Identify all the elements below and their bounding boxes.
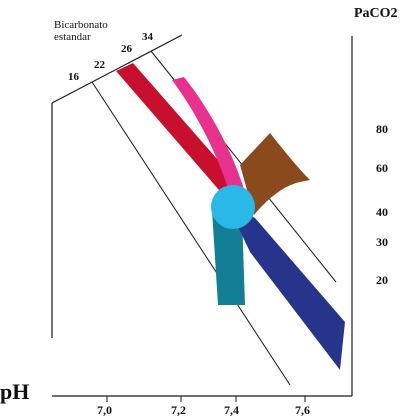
- bicarbonate-tick-22: 22: [94, 59, 106, 71]
- brown-band: [240, 133, 310, 215]
- pink-band: [172, 77, 246, 201]
- ph-tick-7.2: 7,2: [171, 403, 186, 417]
- pco2-tick-60: 60: [376, 161, 388, 175]
- ph-title: pH: [0, 379, 29, 404]
- teal-band: [212, 210, 245, 305]
- bicarbonate-label-line1: Bicarbonato: [54, 19, 108, 31]
- bicarbonate-tick-26: 26: [121, 43, 133, 55]
- pco2-tick-30: 30: [376, 235, 388, 249]
- ph-tick-7.4: 7,4: [224, 403, 239, 417]
- pco2-tick-80: 80: [376, 122, 388, 136]
- bicarbonate-tick-16: 16: [68, 71, 80, 83]
- red-band: [116, 63, 253, 212]
- pco2-tick-20: 20: [376, 273, 388, 287]
- ph-tick-7.0: 7,0: [97, 403, 112, 417]
- pco2-title: PaCO2: [354, 6, 398, 21]
- pco2-tick-40: 40: [376, 205, 388, 219]
- bicarbonate-line-16: [91, 81, 291, 386]
- bicarbonate-tick-34: 34: [142, 31, 154, 43]
- ph-tick-7.6: 7,6: [295, 403, 310, 417]
- navy-band: [228, 205, 345, 370]
- bicarbonate-label-line2: estandar: [54, 31, 91, 43]
- center-ellipse: [211, 185, 255, 229]
- frame-top-slanted-axis: [51, 34, 183, 104]
